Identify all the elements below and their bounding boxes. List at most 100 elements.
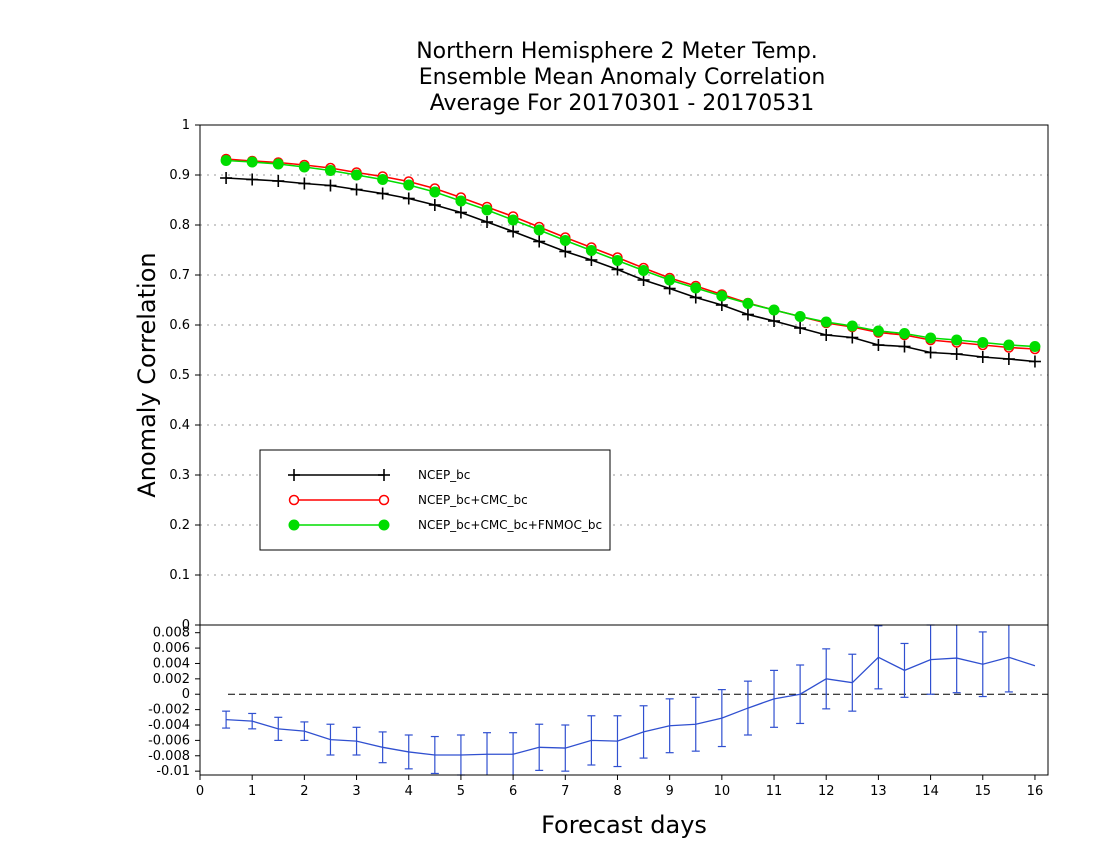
y-tick-label: 0.5 (169, 368, 190, 383)
error-bar (404, 734, 413, 770)
data-point (298, 177, 311, 190)
data-point (976, 351, 989, 363)
y-axis-label: Anomaly Correlation (133, 252, 161, 497)
error-bar (613, 715, 622, 768)
x-axis-label: Forecast days (541, 811, 707, 839)
y-tick-label: -0.008 (148, 749, 190, 764)
data-point (951, 334, 963, 346)
error-bar (770, 669, 779, 728)
error-bar (561, 724, 570, 772)
x-tick-label: 14 (922, 784, 939, 799)
data-point (272, 175, 285, 187)
data-point (977, 337, 989, 348)
data-point (559, 245, 572, 258)
data-point (454, 206, 467, 219)
data-point (716, 290, 728, 302)
x-tick-label: 15 (974, 784, 991, 799)
data-point (846, 320, 858, 332)
data-point (272, 158, 284, 170)
chart-title: Northern Hemisphere 2 Meter Temp. Ensemb… (416, 39, 825, 116)
data-point (768, 304, 780, 316)
data-point (872, 339, 885, 351)
error-bar (978, 631, 987, 698)
legend-marker (378, 494, 390, 506)
error-bar (535, 723, 544, 771)
data-point (559, 235, 571, 246)
data-point (768, 315, 781, 327)
data-point (742, 298, 754, 309)
y-tick-label: 0.8 (169, 218, 190, 233)
data-point (794, 322, 807, 334)
y-tick-label: 0 (182, 618, 190, 633)
data-point (872, 325, 884, 337)
data-point (846, 331, 859, 344)
y-tick-label: 0.1 (169, 568, 190, 583)
data-point (925, 332, 937, 344)
x-tick-label: 0 (196, 784, 204, 799)
data-point (1028, 355, 1041, 368)
error-bar (483, 732, 492, 775)
x-tick-label: 2 (300, 784, 308, 799)
series-1 (220, 172, 1041, 368)
error-bar (274, 716, 283, 741)
y-tick-label: 0.2 (169, 518, 190, 533)
error-bar (639, 705, 648, 759)
error-bar (717, 689, 726, 748)
difference-line (226, 656, 1036, 756)
legend-label: NCEP_bc+CMC_bc+FNMOC_bc (418, 518, 602, 532)
data-point (220, 155, 232, 166)
x-tick-label: 12 (818, 784, 835, 799)
error-bar (587, 715, 596, 766)
data-point (950, 348, 963, 360)
x-tick-label: 11 (766, 784, 783, 799)
x-tick-label: 1 (248, 784, 256, 799)
error-bar (665, 698, 674, 754)
data-point (402, 192, 415, 205)
data-point (898, 328, 910, 339)
y-tick-label: 0 (182, 687, 190, 702)
data-point (481, 216, 494, 228)
data-point (820, 316, 832, 328)
x-tick-label: 10 (714, 784, 731, 799)
error-bar (352, 726, 361, 756)
x-tick-label: 8 (613, 784, 621, 799)
data-point (220, 172, 233, 184)
error-bar (430, 735, 439, 775)
data-point (455, 195, 467, 207)
y-tick-label: -0.006 (148, 733, 190, 748)
x-tick-label: 5 (457, 784, 465, 799)
data-point (246, 173, 259, 186)
data-point (924, 346, 937, 359)
legend-marker (288, 469, 300, 481)
error-bar (743, 680, 752, 736)
difference-series (222, 624, 1036, 776)
data-point (533, 235, 546, 248)
error-bar (509, 732, 518, 775)
series-2 (220, 153, 1041, 355)
data-point (690, 282, 702, 294)
data-point (507, 214, 519, 226)
x-tick-label: 3 (352, 784, 360, 799)
data-point (533, 224, 545, 236)
x-tick-labels: 0 1 2 3 4 5 6 7 8 9 10 11 12 13 14 15 16 (196, 775, 1043, 799)
y-tick-label: 1 (182, 118, 190, 133)
data-point (324, 179, 337, 192)
data-point (820, 329, 833, 341)
bottom-panel-series (222, 624, 1036, 776)
error-bar (378, 731, 387, 764)
data-point (428, 199, 441, 211)
y-tick-label: 0.006 (153, 641, 190, 656)
data-point (1003, 339, 1015, 351)
data-point (507, 225, 520, 238)
x-tick-label: 4 (405, 784, 413, 799)
data-point (298, 161, 310, 173)
data-point (664, 274, 676, 286)
y-tick-label: -0.002 (148, 703, 190, 718)
y-tick-label: -0.004 (148, 718, 190, 733)
data-point (585, 245, 597, 256)
data-point (351, 169, 363, 181)
y-tick-label: 0.7 (169, 268, 190, 283)
y-tick-label: 0.008 (153, 626, 190, 641)
